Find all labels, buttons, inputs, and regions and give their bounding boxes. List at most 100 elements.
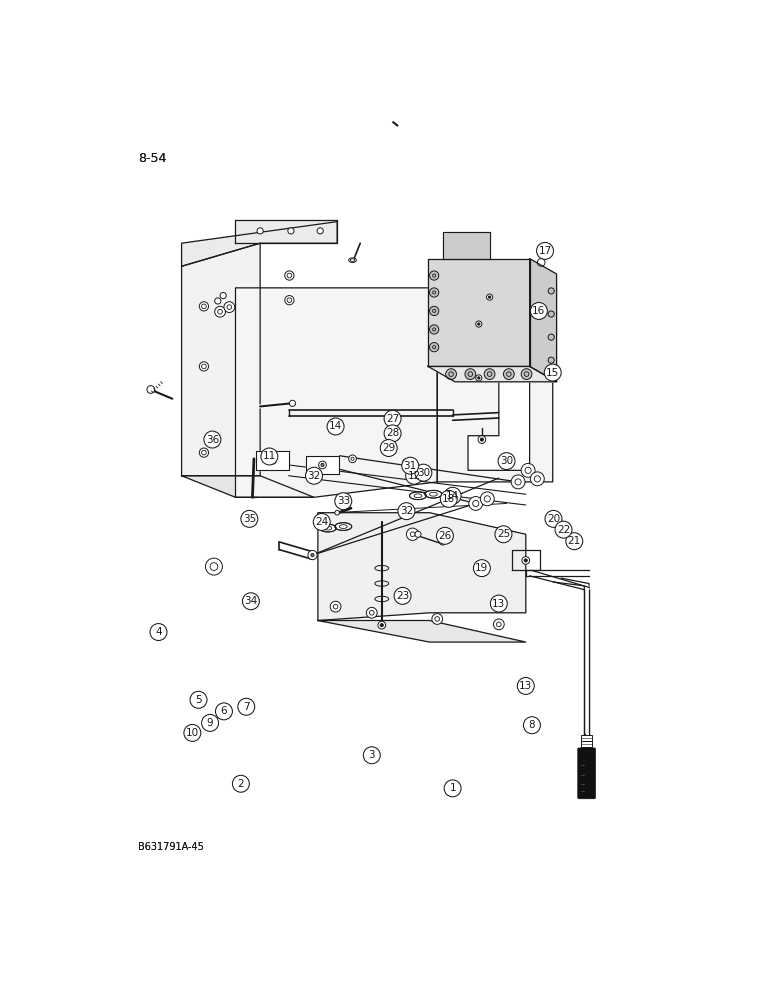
- Polygon shape: [443, 232, 489, 259]
- Circle shape: [555, 521, 572, 538]
- Text: 24: 24: [315, 517, 328, 527]
- Text: 1: 1: [449, 783, 456, 793]
- Circle shape: [545, 510, 562, 527]
- Text: 12: 12: [408, 471, 421, 481]
- Circle shape: [429, 325, 438, 334]
- Polygon shape: [181, 476, 314, 497]
- Circle shape: [287, 298, 292, 302]
- Circle shape: [367, 607, 378, 618]
- Circle shape: [489, 296, 491, 298]
- Circle shape: [405, 467, 422, 484]
- Circle shape: [496, 622, 501, 627]
- Text: 23: 23: [396, 591, 409, 601]
- Polygon shape: [256, 451, 290, 470]
- Circle shape: [548, 357, 554, 363]
- Circle shape: [184, 724, 201, 741]
- Ellipse shape: [349, 258, 357, 262]
- Circle shape: [269, 456, 276, 464]
- Polygon shape: [437, 351, 553, 482]
- Polygon shape: [306, 456, 340, 474]
- Circle shape: [436, 527, 453, 544]
- Circle shape: [469, 497, 482, 510]
- Text: 15: 15: [546, 368, 560, 378]
- Text: 17: 17: [538, 246, 552, 256]
- Ellipse shape: [409, 492, 426, 500]
- Circle shape: [335, 493, 352, 510]
- Ellipse shape: [425, 490, 442, 498]
- Text: 19: 19: [476, 563, 489, 573]
- Circle shape: [517, 677, 534, 694]
- Polygon shape: [428, 366, 557, 382]
- Circle shape: [537, 242, 554, 259]
- Circle shape: [406, 528, 418, 540]
- Circle shape: [319, 461, 327, 469]
- Circle shape: [285, 296, 294, 305]
- Circle shape: [285, 271, 294, 280]
- Circle shape: [364, 747, 381, 764]
- Circle shape: [381, 624, 384, 627]
- Text: 10: 10: [186, 728, 199, 738]
- Circle shape: [190, 691, 207, 708]
- Circle shape: [530, 472, 544, 486]
- Circle shape: [147, 386, 154, 393]
- Circle shape: [498, 453, 515, 470]
- Circle shape: [432, 309, 435, 312]
- Circle shape: [523, 717, 540, 734]
- Text: 9: 9: [207, 718, 213, 728]
- Circle shape: [534, 476, 540, 482]
- Circle shape: [150, 624, 167, 641]
- Circle shape: [548, 288, 554, 294]
- Text: 13: 13: [493, 599, 506, 609]
- Text: 13: 13: [519, 681, 533, 691]
- Text: 3: 3: [368, 750, 375, 760]
- Circle shape: [335, 510, 340, 515]
- Polygon shape: [512, 550, 540, 570]
- Text: 2: 2: [238, 779, 244, 789]
- Circle shape: [311, 554, 314, 557]
- Circle shape: [468, 372, 472, 376]
- Circle shape: [444, 487, 461, 504]
- Circle shape: [478, 323, 480, 325]
- Circle shape: [480, 492, 494, 506]
- Circle shape: [486, 294, 493, 300]
- Circle shape: [321, 463, 324, 466]
- Circle shape: [313, 513, 330, 530]
- Ellipse shape: [335, 523, 352, 530]
- Circle shape: [445, 369, 456, 379]
- Text: 27: 27: [386, 414, 399, 424]
- Circle shape: [432, 291, 435, 294]
- Circle shape: [484, 496, 490, 502]
- FancyBboxPatch shape: [577, 748, 595, 799]
- Circle shape: [432, 346, 435, 349]
- Circle shape: [487, 372, 492, 376]
- Circle shape: [199, 302, 208, 311]
- Circle shape: [242, 593, 259, 610]
- Circle shape: [370, 610, 374, 615]
- Circle shape: [484, 369, 495, 379]
- FancyBboxPatch shape: [581, 735, 592, 741]
- Circle shape: [330, 601, 341, 612]
- Text: 35: 35: [242, 514, 256, 524]
- Text: 18: 18: [442, 494, 455, 504]
- Circle shape: [199, 362, 208, 371]
- Circle shape: [215, 306, 225, 317]
- Text: 8-54: 8-54: [138, 152, 167, 165]
- Circle shape: [515, 479, 521, 485]
- Circle shape: [439, 539, 445, 545]
- Circle shape: [232, 775, 249, 792]
- Circle shape: [405, 461, 408, 464]
- Circle shape: [218, 309, 222, 314]
- Circle shape: [201, 450, 206, 455]
- Circle shape: [440, 490, 457, 507]
- Text: 22: 22: [557, 525, 571, 535]
- Circle shape: [566, 533, 583, 550]
- Circle shape: [493, 619, 504, 630]
- Circle shape: [521, 369, 532, 379]
- Text: 26: 26: [438, 531, 452, 541]
- Circle shape: [238, 698, 255, 715]
- Text: 20: 20: [547, 514, 560, 524]
- Circle shape: [473, 560, 490, 577]
- Circle shape: [415, 464, 432, 481]
- Text: 32: 32: [307, 471, 320, 481]
- Text: 29: 29: [382, 443, 395, 453]
